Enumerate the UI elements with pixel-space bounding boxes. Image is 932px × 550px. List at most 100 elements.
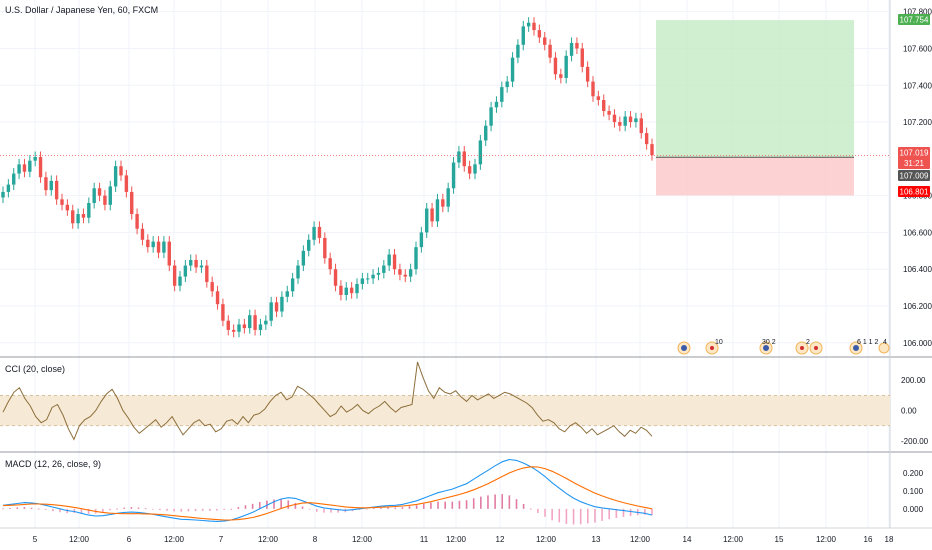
histogram-bar bbox=[551, 508, 553, 521]
candle-body bbox=[489, 107, 493, 126]
time-tick-label: 6 bbox=[127, 535, 132, 544]
histogram-bar bbox=[87, 508, 90, 514]
candle-body bbox=[628, 116, 633, 123]
candle-body bbox=[189, 260, 193, 266]
histogram-bar bbox=[629, 508, 632, 517]
histogram-bar bbox=[216, 508, 218, 511]
histogram-bar bbox=[80, 508, 83, 514]
candle-body bbox=[221, 304, 225, 321]
time-tick-label: 12:00 bbox=[164, 535, 185, 544]
candle-body bbox=[473, 164, 477, 174]
time-tick-label: 12:00 bbox=[816, 535, 837, 544]
cci-axis[interactable]: 200.00 0.00 -200.00 bbox=[901, 376, 929, 446]
macd-line bbox=[2, 458, 653, 522]
candle-body bbox=[564, 55, 568, 78]
histogram-bar bbox=[109, 508, 111, 511]
time-tick-label: 12:00 bbox=[723, 535, 744, 544]
histogram-bar bbox=[180, 508, 183, 512]
histogram-bar bbox=[465, 500, 468, 509]
time-tick-label: 13 bbox=[592, 535, 601, 544]
candle-body bbox=[33, 157, 37, 161]
cci-title[interactable]: CCI (20, close) bbox=[5, 364, 65, 374]
candle-body bbox=[151, 241, 155, 248]
histogram-bar bbox=[358, 508, 361, 510]
event-badge[interactable] bbox=[677, 341, 691, 355]
histogram-bar bbox=[644, 508, 646, 515]
histogram-bar bbox=[572, 508, 575, 525]
candle-body bbox=[54, 180, 59, 200]
candle-body bbox=[532, 22, 536, 31]
time-tick-label: 12:00 bbox=[352, 535, 373, 544]
histogram-bar bbox=[273, 499, 275, 509]
event-badge[interactable]: 30 2 bbox=[759, 339, 776, 355]
time-tick-label: 15 bbox=[775, 535, 784, 544]
target-price-label: 107.754 bbox=[900, 16, 929, 25]
candle-body bbox=[403, 274, 407, 277]
event-badge[interactable]: 2 bbox=[795, 339, 823, 355]
candle-body bbox=[441, 199, 445, 207]
stop-zone[interactable] bbox=[656, 157, 854, 196]
stop-price-label: 106.801 bbox=[900, 188, 929, 197]
candle-body bbox=[49, 180, 53, 191]
candles bbox=[1, 17, 654, 338]
target-zone[interactable] bbox=[656, 20, 854, 158]
histogram-bar bbox=[44, 508, 47, 510]
histogram-bar bbox=[558, 508, 561, 523]
candle-body bbox=[569, 42, 574, 56]
candle-body bbox=[618, 122, 622, 126]
candle-body bbox=[210, 282, 214, 292]
candle-body bbox=[387, 254, 391, 266]
histogram-bar bbox=[472, 498, 475, 509]
histogram-bar bbox=[537, 508, 539, 513]
candle-body bbox=[38, 157, 43, 178]
price-tick-label: 106.000 bbox=[903, 339, 932, 348]
macd-axis[interactable]: 0.200 0.100 0.000 bbox=[903, 469, 924, 514]
candle-body bbox=[494, 101, 499, 108]
event-badges[interactable]: 10 30 2 2 6 1 1 2 4 bbox=[677, 339, 890, 355]
event-badge[interactable]: 10 bbox=[705, 339, 723, 355]
histogram-bar bbox=[430, 502, 432, 509]
candle-body bbox=[419, 232, 424, 248]
target-price-tag: 107.754 bbox=[898, 14, 930, 25]
time-tick-label: 12:00 bbox=[69, 535, 90, 544]
candle-body bbox=[258, 324, 263, 330]
candle-body bbox=[1, 191, 5, 198]
candle-body bbox=[17, 164, 21, 174]
histogram-bar bbox=[194, 508, 197, 511]
histogram-bar bbox=[251, 503, 254, 509]
histogram-bar bbox=[73, 508, 76, 513]
event-badge[interactable]: 4 bbox=[878, 339, 890, 354]
cci-tick-label: -200.00 bbox=[901, 437, 929, 446]
candle-body bbox=[92, 188, 96, 203]
histogram-bar bbox=[387, 507, 389, 509]
candle-body bbox=[194, 260, 198, 268]
histogram-bar bbox=[258, 502, 261, 509]
histogram-bar bbox=[380, 507, 382, 509]
candle-body bbox=[360, 278, 365, 284]
event-badge-count: 4 bbox=[883, 339, 887, 346]
candle-body bbox=[12, 173, 16, 185]
candle-body bbox=[28, 160, 32, 172]
signal-line bbox=[2, 466, 653, 521]
candle-body bbox=[60, 199, 64, 205]
candle-body bbox=[146, 239, 150, 248]
candle-body bbox=[242, 324, 247, 329]
histogram-bar bbox=[444, 501, 446, 509]
time-axis[interactable]: 5 12:00 6 12:00 7 12:00 8 12:00 11 12:00 12 12:00 13… bbox=[33, 535, 894, 544]
candle-body bbox=[130, 191, 134, 215]
candle-body bbox=[457, 151, 461, 163]
macd-title[interactable]: MACD (12, 26, close, 9) bbox=[5, 459, 101, 469]
symbol-title[interactable]: U.S. Dollar / Japanese Yen, 60, FXCM bbox=[5, 5, 158, 15]
candle-body bbox=[366, 278, 370, 280]
price-tick-label: 106.400 bbox=[903, 265, 932, 274]
candle-body bbox=[500, 87, 504, 102]
candle-body bbox=[467, 166, 472, 174]
candle-body bbox=[156, 241, 161, 253]
candle-body bbox=[510, 57, 515, 82]
candle-body bbox=[280, 296, 284, 312]
candle-body bbox=[435, 199, 440, 222]
candle-body bbox=[516, 44, 520, 58]
event-badge[interactable]: 6 1 1 2 bbox=[849, 339, 879, 355]
event-badge-count: 10 bbox=[715, 339, 723, 346]
